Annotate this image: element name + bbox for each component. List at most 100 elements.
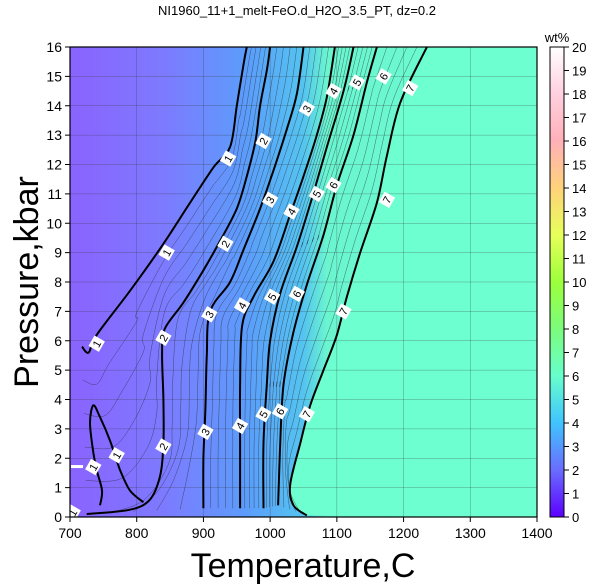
contour-label-box: [255, 132, 272, 150]
colorbar-tick-label: 15: [572, 158, 586, 173]
minor-contour-line: [156, 47, 291, 511]
y-tick-label: 7: [54, 303, 62, 319]
minor-contour-line: [232, 47, 329, 509]
colorbar-tick-label: 12: [572, 228, 586, 243]
colorbar-tick-label: 7: [572, 346, 579, 361]
contour-label: 3: [201, 306, 218, 323]
contour-label-text: 3: [200, 427, 213, 438]
colorbar-tick-label: 13: [572, 205, 586, 220]
contour-label: 4: [325, 82, 342, 100]
x-axis-title: Temperature,C: [191, 547, 416, 585]
contour-label-text: 1: [111, 450, 124, 461]
colorbar-tick-label: 14: [572, 181, 586, 196]
minor-contour-line: [225, 47, 323, 509]
contour-label-box: [233, 297, 251, 314]
contour-label-box: [201, 306, 218, 323]
contour-label: 6: [325, 176, 342, 194]
contour-label-text: 4: [236, 300, 249, 311]
x-tick-label: 800: [125, 525, 149, 541]
y-tick-label: 16: [46, 39, 62, 55]
contour-label-box: [271, 403, 289, 420]
contour-label-text: 2: [158, 333, 171, 344]
contour-label: 3: [261, 191, 279, 208]
x-tick-label: 700: [58, 525, 82, 541]
colorbar-label: wt%: [544, 30, 570, 45]
y-tick-label: 8: [54, 274, 62, 290]
contour-label: 4: [233, 297, 251, 314]
contour-label-text: 3: [301, 104, 314, 115]
contour-label-text: 1: [91, 339, 104, 350]
minor-contour-line: [258, 47, 351, 509]
contour-label-box: [335, 303, 352, 320]
contour-label-text: 6: [328, 180, 341, 191]
y-tick-label: 1: [54, 480, 62, 496]
contour-label-box: [308, 185, 325, 203]
y-tick-label: 2: [54, 450, 62, 466]
contour-label-text: 1: [67, 507, 80, 518]
contour-label-box: [88, 335, 105, 352]
contour-label: 2: [155, 329, 172, 346]
colorbar-tick-label: 20: [572, 40, 586, 55]
y-tick-label: 9: [54, 245, 62, 261]
contour-label-text: 5: [266, 292, 279, 303]
contour-label-box: [155, 438, 172, 455]
minor-contour-line: [282, 47, 388, 508]
x-tick-label: 1300: [455, 525, 486, 541]
contour-label-text: 1: [161, 247, 174, 258]
contour-label-text: 2: [158, 441, 171, 452]
chart-title: NI1960_11+1_melt-FeO.d_H2O_3.5_PT, dz=0.…: [158, 3, 436, 18]
contour-label-text: 7: [301, 409, 314, 420]
y-tick-label: 0: [54, 509, 62, 525]
minor-contour-line: [244, 47, 339, 509]
contour-label: 4: [283, 203, 300, 220]
contour-label-text: 4: [234, 421, 247, 432]
minor-contour-line: [266, 47, 359, 508]
colorbar-tick-label: 1: [572, 487, 579, 502]
contour-label: 2: [217, 235, 234, 252]
contour-label: 7: [298, 406, 315, 423]
contour-label-text: 6: [378, 71, 391, 82]
contour-label-box: [288, 285, 305, 302]
y-tick-label: 3: [54, 421, 62, 437]
contour-label-text: 7: [338, 306, 351, 317]
minor-contour-line: [179, 47, 298, 510]
contour-label-box: [108, 447, 125, 464]
contour-label-text: 3: [204, 309, 217, 320]
contour-label-box: [263, 288, 281, 305]
contour-label: 5: [308, 185, 325, 203]
contour-label-box: [231, 417, 249, 435]
minor-contour-line: [286, 47, 408, 512]
contour-label-text: 4: [286, 206, 299, 217]
contour-label-box: [255, 406, 272, 423]
contour-label-box: [158, 244, 175, 261]
colorbar-tick-label: 17: [572, 111, 586, 126]
contour-label: 1: [85, 458, 102, 476]
contour-line-4: [238, 47, 336, 509]
contour-label-box: [402, 79, 419, 97]
contour-label-box: [219, 150, 237, 167]
contour-label-text: 4: [328, 86, 341, 97]
contour-label: 5: [255, 406, 272, 423]
contour-label-text: 5: [258, 409, 271, 420]
contour-label-box: [85, 458, 102, 476]
y-tick-label: 13: [46, 127, 62, 143]
y-axis-title: Pressure,kbar: [8, 176, 46, 388]
contour-label: 6: [375, 68, 392, 85]
colorbar-tick-label: 0: [572, 510, 579, 525]
contour-label-box: [298, 406, 315, 423]
contour-label-box: [197, 423, 214, 440]
y-tick-label: 14: [46, 98, 62, 114]
minor-contour-line: [253, 47, 347, 509]
colorbar-tick-label: 10: [572, 275, 586, 290]
minor-contour-line: [83, 47, 257, 417]
contour-label: 7: [378, 191, 396, 208]
contour-label-text: 6: [274, 406, 287, 417]
colorbar-tick-label: 8: [572, 322, 579, 337]
contour-label-box: [283, 203, 300, 220]
contour-label: 1: [88, 335, 105, 352]
colorbar-tick-label: 18: [572, 87, 586, 102]
contour-label-text: 1: [222, 153, 235, 164]
legend-marker: [71, 465, 83, 469]
